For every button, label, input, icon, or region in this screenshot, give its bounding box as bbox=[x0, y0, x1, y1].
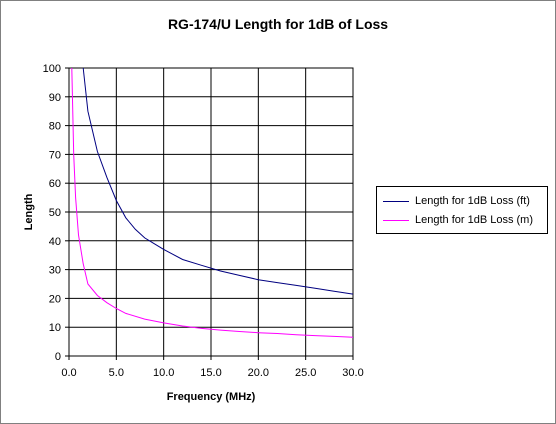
x-tick-label: 30.0 bbox=[342, 367, 363, 379]
y-tick-label: 20 bbox=[49, 293, 61, 305]
x-tick-label: 15.0 bbox=[200, 367, 221, 379]
x-tick-label: 25.0 bbox=[295, 367, 316, 379]
legend-swatch-m bbox=[383, 219, 409, 221]
legend-label-ft: Length for 1dB Loss (ft) bbox=[415, 195, 530, 207]
y-tick-label: 30 bbox=[49, 265, 61, 277]
y-tick-label: 50 bbox=[49, 207, 61, 219]
x-tick-label: 10.0 bbox=[153, 367, 174, 379]
x-axis-label: Frequency (MHz) bbox=[167, 391, 256, 403]
y-tick-label: 60 bbox=[49, 178, 61, 190]
y-tick-label: 80 bbox=[49, 121, 61, 133]
y-tick-label: 100 bbox=[43, 63, 61, 75]
legend-label-m: Length for 1dB Loss (m) bbox=[415, 214, 534, 226]
series-line-m bbox=[71, 67, 354, 338]
x-tick-label: 5.0 bbox=[109, 367, 124, 379]
legend-item-m: Length for 1dB Loss (m) bbox=[383, 212, 533, 228]
y-tick-label: 40 bbox=[49, 236, 61, 248]
series-line-ft bbox=[82, 67, 354, 295]
y-tick-label: 70 bbox=[49, 149, 61, 161]
chart-title: RG-174/U Length for 1dB of Loss bbox=[167, 16, 389, 32]
legend: Length for 1dB Loss (ft) Length for 1dB … bbox=[376, 186, 548, 234]
y-tick-label: 0 bbox=[55, 351, 61, 363]
x-tick-label: 20.0 bbox=[248, 367, 269, 379]
y-axis-label: Length bbox=[23, 193, 35, 230]
y-tick-label: 90 bbox=[49, 92, 61, 104]
legend-item-ft: Length for 1dB Loss (ft) bbox=[383, 193, 530, 209]
x-tick-label: 0.0 bbox=[61, 367, 76, 379]
legend-swatch-ft bbox=[383, 200, 409, 202]
y-tick-label: 10 bbox=[49, 322, 61, 334]
